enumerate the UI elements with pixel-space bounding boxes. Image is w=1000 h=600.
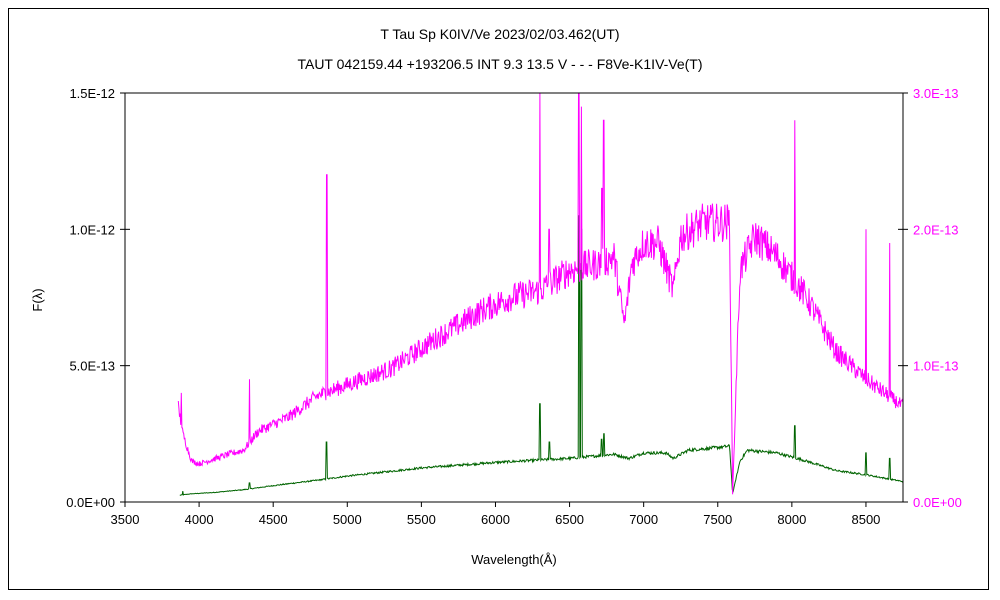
chart-title: T Tau Sp K0IV/Ve 2023/02/03.462(UT) [380, 26, 620, 42]
x-tick-label: 7500 [703, 512, 732, 527]
y-axis-label: F(λ) [30, 288, 45, 311]
x-tick-label: 4500 [259, 512, 288, 527]
y-left-tick-label: 1.0E-12 [69, 222, 115, 237]
x-tick-label: 4000 [185, 512, 214, 527]
x-tick-label: 5000 [333, 512, 362, 527]
x-tick-label: 7000 [629, 512, 658, 527]
x-tick-label: 6500 [555, 512, 584, 527]
y-left-tick-label: 0.0E+00 [66, 495, 115, 510]
x-tick-label: 3500 [111, 512, 140, 527]
spectrum-series-line [179, 215, 904, 496]
y-right-tick-label: 0.0E+00 [913, 495, 962, 510]
x-tick-label: 8000 [777, 512, 806, 527]
plot-area-border [124, 92, 904, 503]
y-left-tick-label: 1.5E-12 [69, 86, 115, 101]
x-tick-label: 6000 [481, 512, 510, 527]
axes-layer: 3500 4000 4500 5000 5500 6000 6500 7000 7500 8000… [66, 86, 962, 527]
x-tick-label: 8500 [851, 512, 880, 527]
x-tick-label: 5500 [407, 512, 436, 527]
y-right-tick-label: 1.0E-13 [913, 359, 959, 374]
y-left-tick-label: 5.0E-13 [69, 359, 115, 374]
y-right-tick-label: 2.0E-13 [913, 222, 959, 237]
series-layer [177, 92, 904, 496]
y-right-tick-label: 3.0E-13 [913, 86, 959, 101]
chart-frame [8, 8, 989, 590]
spectrum-series-line [177, 92, 904, 495]
x-axis-label: Wavelength(Å) [471, 552, 557, 567]
chart-subtitle: TAUT 042159.44 +193206.5 INT 9.3 13.5 V … [297, 56, 703, 72]
